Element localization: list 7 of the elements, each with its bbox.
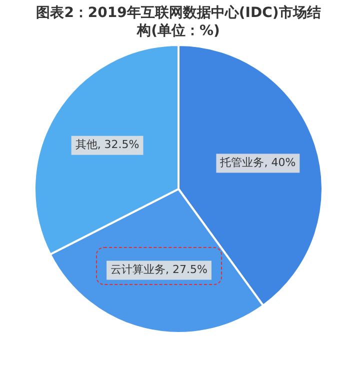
data-label: , 32.5% — [97, 138, 140, 152]
slice-label: 其他 — [75, 138, 98, 152]
slice-label: 云计算业务 — [110, 263, 166, 276]
data-label: , 27.5% — [166, 263, 208, 276]
slice-label: 托管业务 — [219, 156, 264, 170]
chart-title: 图表2：2019年互联网数据中心(IDC)市场结构(单位：%) — [35, 4, 322, 40]
data-label: , 40% — [264, 156, 296, 170]
